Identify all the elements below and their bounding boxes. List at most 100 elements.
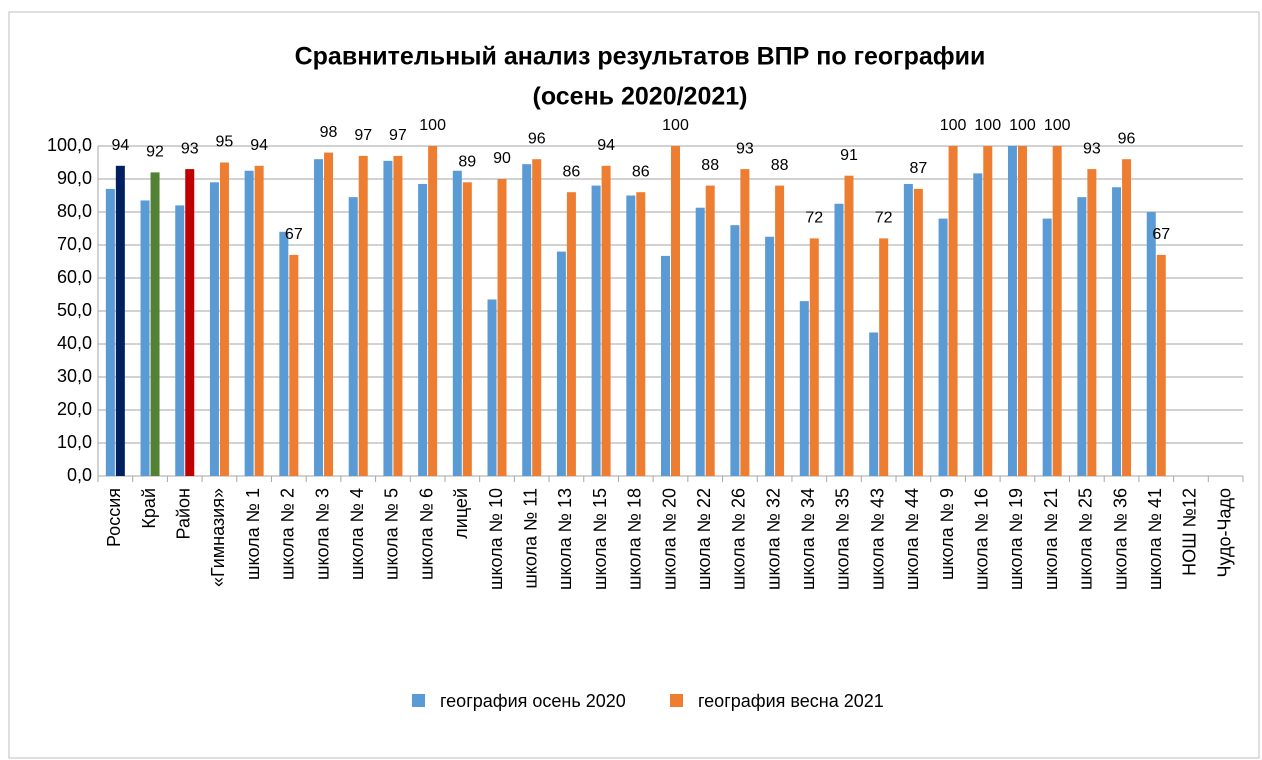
x-tick-label: школа № 32 xyxy=(763,488,783,590)
y-tick-label: 90,0 xyxy=(57,168,92,188)
x-tick-label: школа № 9 xyxy=(937,488,957,580)
bar xyxy=(834,203,844,476)
bar xyxy=(358,155,368,476)
legend-swatch xyxy=(412,694,425,707)
x-tick-label: школа № 16 xyxy=(972,488,992,590)
data-label: 100 xyxy=(419,117,446,134)
bar xyxy=(879,238,889,476)
y-tick-label: 80,0 xyxy=(57,201,92,221)
x-tick-label: школа № 26 xyxy=(729,488,749,590)
bar xyxy=(869,332,879,476)
data-label: 100 xyxy=(940,117,967,134)
data-label: 100 xyxy=(1044,117,1071,134)
data-label: 90 xyxy=(493,150,511,167)
y-tick-label: 100,0 xyxy=(47,135,92,155)
bar xyxy=(705,185,715,476)
bar xyxy=(314,159,324,476)
bar xyxy=(626,195,636,476)
x-tick-label: школа № 11 xyxy=(520,488,540,589)
y-tick-label: 60,0 xyxy=(57,267,92,287)
x-tick-label: школа № 35 xyxy=(833,488,853,590)
bar xyxy=(497,179,507,476)
data-label: 91 xyxy=(840,147,858,164)
bar xyxy=(324,152,334,476)
bar xyxy=(591,185,601,476)
bar xyxy=(150,172,160,476)
bar xyxy=(809,238,819,476)
x-tick-label: школа № 4 xyxy=(347,488,367,580)
bar xyxy=(799,301,809,476)
y-tick-label: 70,0 xyxy=(57,234,92,254)
legend-item: география осень 2020 xyxy=(412,685,655,718)
data-label: 88 xyxy=(771,157,789,174)
bar xyxy=(487,299,497,476)
data-label: 93 xyxy=(1083,140,1101,157)
data-label: 94 xyxy=(597,137,615,154)
x-tick-label: школа № 10 xyxy=(486,488,506,590)
legend-item: география весна 2021 xyxy=(670,685,913,718)
bar xyxy=(393,155,403,476)
bar xyxy=(1042,218,1052,476)
bar xyxy=(175,205,185,476)
bar xyxy=(105,188,115,476)
bar xyxy=(254,165,264,477)
bar xyxy=(948,146,958,476)
bar xyxy=(1077,197,1087,476)
bar xyxy=(566,192,576,476)
bar xyxy=(1052,146,1062,476)
bar xyxy=(348,197,358,476)
y-tick-label: 0,0 xyxy=(67,465,92,485)
bar xyxy=(279,231,289,476)
data-label: 67 xyxy=(285,226,303,243)
bar xyxy=(740,169,750,476)
data-label: 72 xyxy=(805,210,823,227)
x-tick-label: Россия xyxy=(104,488,124,547)
data-label: 67 xyxy=(1152,226,1170,243)
data-label: 93 xyxy=(181,140,199,157)
bar xyxy=(556,251,566,476)
x-tick-label: лицей xyxy=(451,488,471,539)
legend-swatch xyxy=(670,694,683,707)
x-tick-label: школа № 21 xyxy=(1041,488,1061,590)
bar xyxy=(532,159,542,476)
bar xyxy=(462,182,472,477)
bar xyxy=(765,236,775,476)
data-label: 94 xyxy=(111,137,129,154)
bar xyxy=(522,164,532,476)
y-tick-label: 40,0 xyxy=(57,333,92,353)
data-label: 98 xyxy=(320,124,338,141)
x-tick-label: школа № 43 xyxy=(867,488,887,590)
bar xyxy=(636,192,646,476)
bar xyxy=(1017,146,1027,476)
data-label: 100 xyxy=(974,117,1001,134)
bar xyxy=(383,160,393,476)
x-tick-label: школа № 2 xyxy=(278,488,298,580)
bar xyxy=(913,188,923,476)
data-label: 95 xyxy=(216,134,234,151)
x-tick-label: школа № 3 xyxy=(312,488,332,580)
x-tick-label: школа № 19 xyxy=(1006,488,1026,590)
bar xyxy=(185,169,195,476)
x-tick-label: школа № 34 xyxy=(798,488,818,590)
data-label: 86 xyxy=(563,163,581,180)
x-tick-label: Район xyxy=(173,488,193,539)
bar xyxy=(671,146,680,476)
bar xyxy=(219,162,229,476)
x-tick-label: школа № 22 xyxy=(694,488,714,590)
y-tick-label: 10,0 xyxy=(57,432,92,452)
data-label: 100 xyxy=(1009,117,1036,134)
x-tick-label: школа № 41 xyxy=(1145,488,1165,590)
chart-title: (осень 2020/2021) xyxy=(533,83,748,111)
bar xyxy=(661,255,670,476)
x-tick-label: Чудо-Чадо xyxy=(1214,488,1234,577)
x-tick-label: школа № 18 xyxy=(625,488,645,590)
bar xyxy=(418,183,428,476)
bar xyxy=(289,254,299,476)
bar xyxy=(1146,212,1156,476)
legend-label: география осень 2020 xyxy=(440,691,626,711)
bar xyxy=(601,165,611,477)
y-tick-label: 20,0 xyxy=(57,399,92,419)
bar xyxy=(730,225,740,476)
data-label: 96 xyxy=(1118,130,1136,147)
